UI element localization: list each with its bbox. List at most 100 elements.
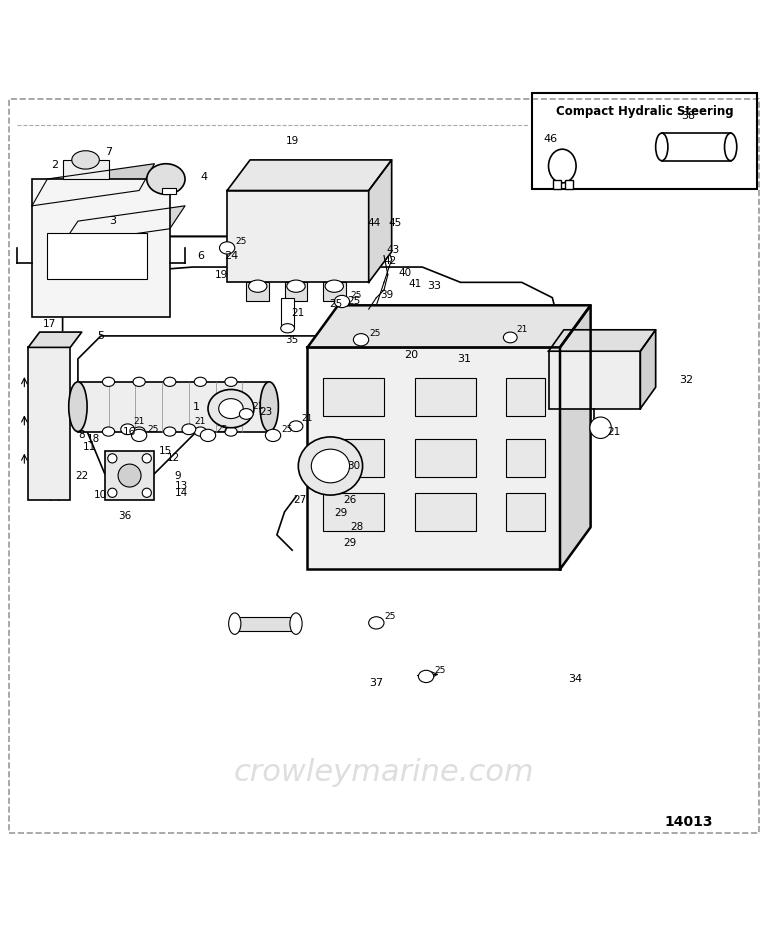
Bar bbox=[78, 382, 270, 432]
Ellipse shape bbox=[147, 164, 185, 195]
Ellipse shape bbox=[219, 399, 243, 418]
Text: 31: 31 bbox=[458, 354, 472, 363]
Bar bbox=[28, 348, 70, 500]
Bar bbox=[565, 180, 573, 189]
Text: 44: 44 bbox=[367, 218, 381, 228]
Ellipse shape bbox=[298, 437, 362, 495]
Ellipse shape bbox=[182, 424, 196, 434]
Text: 23: 23 bbox=[259, 407, 272, 418]
Ellipse shape bbox=[280, 323, 294, 333]
Ellipse shape bbox=[164, 427, 176, 436]
Polygon shape bbox=[369, 160, 392, 282]
Bar bbox=[48, 233, 147, 279]
Text: crowleymarine.com: crowleymarine.com bbox=[233, 758, 535, 787]
Ellipse shape bbox=[266, 430, 280, 442]
Text: 39: 39 bbox=[379, 291, 393, 300]
Text: 4: 4 bbox=[200, 171, 207, 182]
Bar bbox=[32, 179, 170, 317]
Bar bbox=[227, 190, 369, 282]
Text: 40: 40 bbox=[399, 268, 412, 278]
Text: 29: 29 bbox=[335, 509, 348, 518]
Text: 9: 9 bbox=[174, 471, 180, 481]
Bar bbox=[323, 282, 346, 301]
Text: 7: 7 bbox=[105, 147, 112, 158]
Text: 12: 12 bbox=[167, 453, 180, 463]
Text: 26: 26 bbox=[343, 496, 356, 505]
Ellipse shape bbox=[133, 427, 145, 436]
Polygon shape bbox=[32, 164, 154, 206]
Ellipse shape bbox=[200, 430, 216, 442]
Text: 32: 32 bbox=[679, 375, 694, 385]
Text: 25: 25 bbox=[369, 329, 380, 338]
Ellipse shape bbox=[548, 149, 576, 183]
Text: 37: 37 bbox=[369, 678, 383, 688]
Bar bbox=[280, 297, 294, 328]
Bar bbox=[323, 378, 384, 417]
Text: 14013: 14013 bbox=[664, 815, 713, 829]
Bar bbox=[662, 133, 730, 160]
Ellipse shape bbox=[194, 427, 207, 436]
Bar bbox=[415, 378, 476, 417]
Ellipse shape bbox=[325, 280, 343, 293]
Text: 19: 19 bbox=[214, 269, 227, 280]
Text: 28: 28 bbox=[351, 522, 364, 532]
Ellipse shape bbox=[164, 377, 176, 387]
Polygon shape bbox=[63, 206, 185, 244]
Ellipse shape bbox=[286, 280, 305, 293]
Ellipse shape bbox=[289, 421, 303, 432]
Text: 20: 20 bbox=[404, 350, 418, 360]
Bar bbox=[415, 493, 476, 531]
Ellipse shape bbox=[240, 408, 253, 419]
Text: 45: 45 bbox=[389, 218, 402, 228]
Bar bbox=[162, 188, 176, 195]
Text: 38: 38 bbox=[681, 111, 696, 121]
Text: 35: 35 bbox=[286, 335, 299, 345]
Polygon shape bbox=[641, 330, 656, 408]
Ellipse shape bbox=[369, 617, 384, 629]
Text: 2: 2 bbox=[51, 160, 58, 171]
Ellipse shape bbox=[249, 280, 267, 293]
FancyBboxPatch shape bbox=[9, 99, 759, 833]
Text: 21: 21 bbox=[194, 418, 206, 426]
Text: 6: 6 bbox=[197, 251, 204, 261]
Text: 18: 18 bbox=[87, 434, 100, 445]
Polygon shape bbox=[227, 160, 392, 190]
Text: 34: 34 bbox=[568, 674, 582, 684]
Text: 21: 21 bbox=[302, 414, 313, 423]
Text: 10: 10 bbox=[94, 490, 108, 500]
Bar bbox=[506, 378, 545, 417]
Text: 25: 25 bbox=[434, 665, 445, 675]
Bar bbox=[307, 348, 560, 569]
Text: 25: 25 bbox=[235, 238, 247, 246]
Text: 13: 13 bbox=[174, 481, 188, 490]
Ellipse shape bbox=[108, 488, 117, 498]
Bar bbox=[63, 160, 108, 179]
Text: 5: 5 bbox=[98, 331, 104, 341]
Ellipse shape bbox=[208, 390, 254, 428]
Text: 21: 21 bbox=[134, 418, 145, 426]
Ellipse shape bbox=[121, 424, 134, 434]
Text: 43: 43 bbox=[386, 245, 400, 255]
Ellipse shape bbox=[260, 382, 278, 432]
Text: 25: 25 bbox=[385, 612, 396, 622]
Ellipse shape bbox=[225, 377, 237, 387]
Bar bbox=[284, 282, 307, 301]
Ellipse shape bbox=[220, 241, 235, 254]
Ellipse shape bbox=[71, 151, 99, 169]
Polygon shape bbox=[28, 332, 81, 348]
Ellipse shape bbox=[311, 449, 349, 483]
Ellipse shape bbox=[133, 377, 145, 387]
Text: 11: 11 bbox=[83, 442, 96, 452]
Ellipse shape bbox=[656, 133, 668, 160]
Text: 25: 25 bbox=[216, 425, 227, 433]
Ellipse shape bbox=[118, 464, 141, 487]
Text: 8: 8 bbox=[78, 431, 85, 441]
Ellipse shape bbox=[290, 613, 302, 635]
Ellipse shape bbox=[108, 454, 117, 463]
Text: 21: 21 bbox=[291, 308, 305, 318]
Text: 25: 25 bbox=[147, 425, 158, 433]
Polygon shape bbox=[548, 330, 656, 351]
Bar bbox=[553, 180, 561, 189]
Text: 27: 27 bbox=[293, 495, 306, 504]
Ellipse shape bbox=[142, 488, 151, 498]
